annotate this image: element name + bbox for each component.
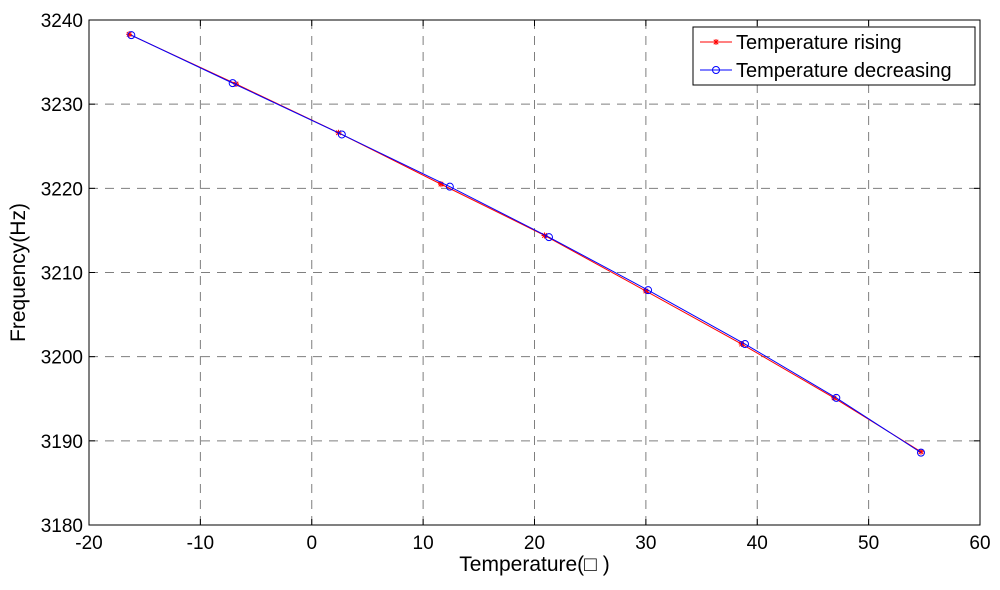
data-point (127, 31, 136, 40)
data-point (917, 448, 924, 455)
legend-entry: Temperature rising (700, 32, 902, 54)
series-2 (127, 31, 925, 457)
legend-label: Temperature decreasing (736, 60, 952, 82)
series-line (131, 34, 922, 454)
data-point (337, 130, 346, 139)
legend-marker (712, 66, 720, 74)
legend: Temperature rising Temperature decreasing (692, 26, 976, 86)
legend-entry: Temperature decreasing (700, 60, 952, 82)
y-tick-label: 3230 (41, 95, 83, 116)
y-tick-label: 3220 (41, 179, 83, 200)
data-point (437, 181, 444, 188)
data-point (740, 340, 749, 349)
y-tick-label: 3190 (41, 432, 83, 453)
y-axis-title: Frequency(Hz) (7, 203, 30, 342)
data-point (445, 182, 454, 191)
x-tick-label: -20 (75, 533, 102, 554)
data-point (541, 232, 548, 239)
x-tick-label: 20 (524, 533, 545, 554)
x-axis-title: Temperature(□ ) (459, 553, 609, 576)
legend-marker (713, 39, 719, 45)
data-point (831, 394, 838, 401)
y-tick-label: 3200 (41, 348, 83, 369)
data-point (544, 233, 553, 242)
x-tick-label: 50 (858, 533, 879, 554)
grid (89, 20, 980, 525)
x-tick-label: 60 (969, 533, 990, 554)
x-tick-label: -10 (187, 533, 214, 554)
series-layer (126, 31, 925, 457)
x-tick-label: 10 (413, 533, 434, 554)
legend-label: Temperature rising (736, 32, 902, 54)
y-tick-label: 3180 (41, 516, 83, 537)
x-tick-label: 0 (306, 533, 317, 554)
x-tick-label: 40 (747, 533, 768, 554)
legend-entries: Temperature rising Temperature decreasing (700, 32, 952, 82)
legend-box (692, 26, 976, 86)
y-tick-label: 3210 (41, 264, 83, 285)
data-point (642, 288, 649, 295)
data-point (916, 448, 925, 457)
tick-labels: -20 -10 0 10 20 30 40 50 60 3180 3190 3200 3210 3220 3… (41, 11, 991, 554)
data-point (228, 79, 237, 88)
y-tick-label: 3240 (41, 11, 83, 32)
data-point (126, 31, 133, 38)
data-point (832, 393, 841, 402)
ticks (88, 19, 981, 526)
x-tick-label: 30 (635, 533, 656, 554)
data-point (644, 286, 653, 295)
